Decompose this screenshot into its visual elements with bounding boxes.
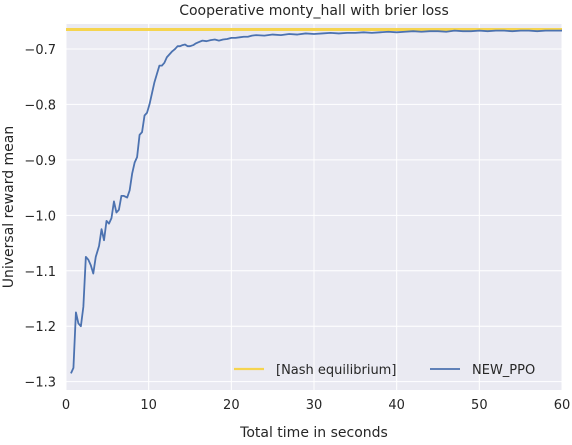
x-axis-label: Total time in seconds [239,425,388,441]
grid [65,24,563,390]
chart-title: Cooperative monty_hall with brier loss [179,3,449,19]
x-tick-label: 60 [554,398,571,413]
y-tick-labels: −1.3 −1.2 −1.1 −1.0 −0.9 −0.8 −0.7 [24,43,56,391]
y-tick-label: −1.3 [24,376,56,391]
y-axis-label: Universal reward mean [1,126,17,289]
x-tick-label: 40 [388,398,405,413]
y-tick-label: −0.7 [24,43,56,58]
y-tick-label: −1.2 [24,320,56,335]
x-tick-labels: 0 10 20 30 40 50 60 [62,398,570,413]
legend-label-new-ppo: NEW_PPO [472,363,535,378]
y-tick-label: −1.1 [24,265,56,280]
legend-label-nash: [Nash equilibrium] [276,363,396,378]
y-tick-label: −0.8 [24,98,56,113]
x-tick-label: 30 [306,398,323,413]
series-lines [70,29,562,374]
legend: [Nash equilibrium] NEW_PPO [234,363,535,378]
y-tick-label: −0.9 [24,154,56,169]
y-tick-label: −1.0 [24,209,56,224]
series-line-new-ppo [70,29,562,374]
x-tick-label: 10 [140,398,157,413]
x-tick-label: 0 [62,398,70,413]
x-tick-label: 50 [471,398,488,413]
x-tick-label: 20 [223,398,240,413]
